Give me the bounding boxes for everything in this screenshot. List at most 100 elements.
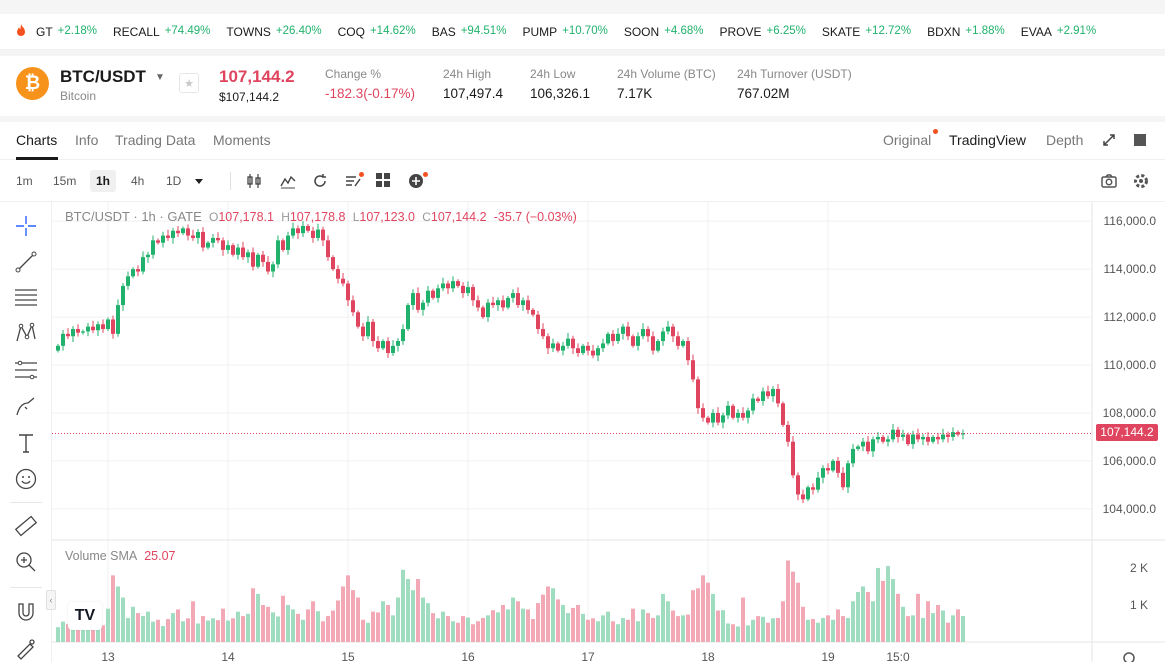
volume-bar <box>726 623 730 642</box>
layouts-grid-icon[interactable] <box>375 172 393 190</box>
candle-body <box>596 348 600 356</box>
volume-bar <box>126 617 130 642</box>
candle-body <box>406 305 410 330</box>
favorite-star-icon[interactable]: ★ <box>179 73 199 93</box>
timeframe-15m[interactable]: 15m <box>53 174 77 188</box>
candle-body <box>381 341 385 349</box>
candle-body <box>741 412 745 418</box>
lock-drawings-icon[interactable] <box>14 636 38 660</box>
tab-info[interactable]: Info <box>75 132 99 148</box>
volume-bar <box>451 621 455 642</box>
volume-bar <box>156 619 160 642</box>
price-tick-label: 108,000.0 <box>1103 406 1157 420</box>
candle-body <box>271 264 275 272</box>
ticker-item[interactable]: GT +2.18% <box>36 25 97 39</box>
candle-body <box>901 434 905 437</box>
volume-bar <box>596 621 600 642</box>
volume-bar <box>961 616 965 642</box>
candle-body <box>376 341 380 349</box>
volume-bar <box>346 575 350 642</box>
replay-icon[interactable] <box>311 172 329 190</box>
volume-bar <box>86 624 90 642</box>
brush-icon[interactable] <box>14 395 38 419</box>
price-chart[interactable]: 116,000.0 114,000.0 112,000.0 110,000.0 108,… <box>52 202 1165 662</box>
ruler-icon[interactable] <box>14 514 38 538</box>
candle-body <box>291 228 295 236</box>
view-tradingview[interactable]: TradingView <box>949 132 1027 148</box>
layout-square-icon[interactable] <box>1133 133 1151 151</box>
candle-body <box>431 290 435 298</box>
volume-bar <box>656 615 660 642</box>
volume-bar <box>856 592 860 642</box>
view-depth[interactable]: Depth <box>1046 132 1084 148</box>
horizontal-lines-icon[interactable] <box>14 285 38 309</box>
timeframe-1h[interactable]: 1h <box>90 170 117 192</box>
tab-charts[interactable]: Charts <box>16 132 58 148</box>
volume-bar <box>491 610 495 642</box>
candle-body <box>651 336 655 351</box>
notification-dot <box>933 129 938 134</box>
candle-body <box>211 237 215 243</box>
volume-bar <box>326 616 330 642</box>
templates-icon[interactable] <box>344 172 362 190</box>
magnet-icon[interactable] <box>14 600 38 624</box>
ticker-item[interactable]: PUMP +10.70% <box>522 25 607 39</box>
candle-body <box>576 348 580 354</box>
candle-body <box>251 252 255 267</box>
volume-bar <box>956 609 960 642</box>
volume-bar <box>831 619 835 642</box>
time-tick-label: 13 <box>101 650 115 662</box>
ticker-item[interactable]: TOWNS +26.40% <box>226 25 321 39</box>
crosshair-icon[interactable] <box>14 214 38 238</box>
candle-body <box>636 336 640 346</box>
timeframe-4h[interactable]: 4h <box>131 174 145 188</box>
ticker-item[interactable]: RECALL +74.49% <box>113 25 210 39</box>
ticker-symbol: SKATE <box>821 24 861 39</box>
tab-trading-data[interactable]: Trading Data <box>115 132 196 148</box>
settings-gear-icon[interactable] <box>1132 172 1150 190</box>
timeframe-dropdown-icon[interactable] <box>193 174 211 192</box>
last-price: 107,144.2 <box>219 67 295 86</box>
pattern-icon[interactable] <box>14 321 38 345</box>
ticker-change: +12.72% <box>865 24 912 37</box>
chevron-down-icon[interactable]: ▼ <box>155 72 165 83</box>
volume-bar <box>611 621 615 642</box>
ticker-item[interactable]: BAS +94.51% <box>432 25 507 39</box>
screenshot-camera-icon[interactable] <box>1100 172 1118 190</box>
text-tool-icon[interactable] <box>14 431 38 455</box>
timeframe-1d[interactable]: 1D <box>166 174 182 188</box>
ticker-item[interactable]: COQ +14.62% <box>338 25 416 39</box>
fullscreen-icon[interactable] <box>1101 132 1119 150</box>
drawing-toolbar <box>0 202 52 662</box>
volume-bar <box>801 606 805 642</box>
ticker-item[interactable]: BDXN +1.88% <box>927 25 1005 39</box>
candle-body <box>281 240 285 250</box>
trend-line-icon[interactable] <box>14 250 38 274</box>
indicators-icon[interactable] <box>279 172 297 190</box>
candle-body <box>931 436 935 442</box>
ticker-change: +14.62% <box>369 24 416 37</box>
ticker-item[interactable]: PROVE +6.25% <box>720 25 806 39</box>
volume-bar <box>241 616 245 642</box>
candle-body <box>616 333 620 342</box>
stat-24h-high: 24h High 107,497.4 <box>443 67 504 101</box>
ticker-item[interactable]: SKATE +12.72% <box>822 25 911 39</box>
ohlc-change: -35.7 (−0.03%) <box>493 210 577 224</box>
volume-bar <box>71 619 75 642</box>
price-tick-label: 110,000.0 <box>1104 358 1157 372</box>
zoom-in-icon[interactable] <box>14 550 38 574</box>
volume-bar <box>181 621 185 642</box>
collapse-toolbar-icon[interactable]: ‹ <box>46 590 56 610</box>
emoji-icon[interactable] <box>14 467 38 491</box>
candle-body <box>951 432 955 437</box>
tab-moments[interactable]: Moments <box>213 132 271 148</box>
candles-icon[interactable] <box>245 172 263 190</box>
ticker-item[interactable]: EVAA +2.91% <box>1021 25 1096 39</box>
timeframe-1m[interactable]: 1m <box>16 174 33 188</box>
pair-selector[interactable]: BTC/USDT <box>60 67 146 86</box>
ticker-item[interactable]: SOON +4.68% <box>624 25 704 39</box>
candle-body <box>886 439 890 442</box>
view-original[interactable]: Original <box>883 132 932 148</box>
add-indicator-icon[interactable] <box>407 172 425 190</box>
fib-retracement-icon[interactable] <box>14 358 38 382</box>
